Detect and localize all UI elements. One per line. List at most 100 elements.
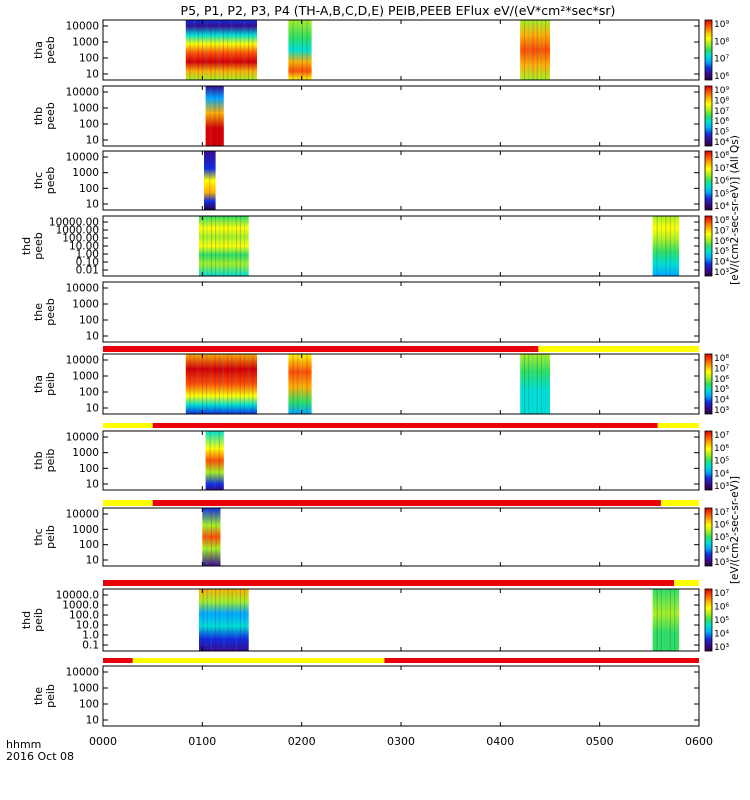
ytick-label: 10.00 [69,241,99,253]
ytick-label: 1000.00 [56,225,99,237]
panel-probe-label: the [32,687,45,705]
spectrogram-block [652,216,680,276]
colorbar-tick-label: 10⁵ [714,385,729,395]
panel-tha-peeb: 10 100 1000 10000 tha peeb [32,19,700,81]
spectrogram-block [202,508,221,566]
colorbar-tick-label: 10⁷ [714,364,729,374]
colorbar-tick-label: 10⁴ [714,469,729,479]
panel-product-label: peib [44,449,57,473]
ytick-label: 10 [86,135,99,147]
panel-probe-label: thb [32,451,45,469]
ytick-label: 10 [86,69,99,81]
spectrogram-block [204,151,216,210]
spectrogram-block [199,216,249,276]
spectrogram-block [205,86,224,146]
colorbar-tick-label: 10⁸ [714,354,729,364]
colorbar-tick-label: 10⁶ [714,375,729,385]
colorbar-tick-label: 10³ [714,643,729,653]
status-bar-segment [103,580,675,586]
colorbar-tick-label: 10⁵ [714,247,729,257]
panel-probe-label: the [32,303,45,321]
panel-product-label: peib [32,608,45,632]
xtick-label: 0500 [586,735,614,748]
ytick-label: 10 [86,199,99,211]
colorbar-tick-label: 10⁵ [714,128,729,138]
spectrogram-block [185,20,257,80]
ytick-label: 100 [79,387,99,399]
panel-frame [102,430,700,491]
ytick-label: 1000 [72,37,99,49]
spectrogram-block [652,589,680,651]
ytick-label: 1000 [72,447,99,459]
ytick-label: 100 [79,183,99,195]
ytick-label: 100 [79,463,99,475]
spectrogram-block [288,20,312,80]
panel-thb-peeb: 10 100 1000 10000 thb peeb [32,85,700,147]
xtick-label: 0100 [188,735,216,748]
xtick-label: 0400 [486,735,514,748]
spectrogram-block [520,354,550,414]
colorbar-tick-label: 10³ [714,406,729,416]
ytick-label: 10.0 [76,620,99,632]
ytick-label: 10000 [66,283,99,295]
ytick-label: 100 [79,699,99,711]
panel-product-label: peeb [44,298,57,326]
colorbar-tick-label: 10⁸ [714,96,729,106]
panel-frame [102,281,700,343]
colorbars: 10⁶10⁷10⁸10⁹10⁴10⁵10⁶10⁷10⁸10⁹10⁴10⁵10⁶1… [704,19,729,653]
ytick-label: 10 [86,715,99,727]
ytick-label: 0.1 [82,640,99,652]
colorbar-tick-label: 10⁷ [714,589,729,599]
colorbar [704,588,713,652]
ytick-label: 100.00 [62,233,99,245]
ytick-label: 100 [79,539,99,551]
ytick-label: 1000 [72,524,99,536]
ytick-label: 1.0 [82,630,99,642]
colorbar-tick-label: 10⁶ [714,72,729,82]
spectrogram-block [288,354,312,414]
figure-title: P5, P1, P2, P3, P4 (TH-A,B,C,D,E) PEIB,P… [181,3,616,18]
panel-product-label: peib [44,684,57,708]
colorbar-tick-label: 10⁹ [714,86,729,96]
status-bar-segment [674,580,699,586]
panel-thc-peib: 10 100 1000 10000 thc peib [32,507,700,567]
ytick-label: 10000 [66,21,99,33]
panel-thc-peeb: 10 100 1000 10000 thc peeb [32,150,700,211]
panel-frame [102,150,700,211]
spectrogram-block [520,20,550,80]
panel-probe-label: thc [32,172,45,189]
panel-product-label: peeb [44,167,57,195]
panel-product-label: peib [44,372,57,396]
colorbar-tick-label: 10⁵ [714,457,729,467]
colorbar-tick-label: 10⁶ [714,177,729,187]
panel-probe-label: thc [32,528,45,545]
ion-colorbar-unit-label: [eV/(cm2-sec-sr-eV)] [729,476,741,584]
xtick-label: 0300 [387,735,415,748]
ytick-label: 10 [86,479,99,491]
ytick-label: 10000 [66,355,99,367]
colorbar-tick-label: 10⁴ [714,546,729,556]
panel-product-label: peeb [44,102,57,130]
colorbar-tick-label: 10⁷ [714,508,729,518]
xtick-label: 0200 [288,735,316,748]
colorbar-tick-label: 10⁸ [714,151,729,161]
colorbar-tick-label: 10³ [714,268,729,278]
panel-probe-label: tha [32,41,45,59]
ytick-label: 100 [79,53,99,65]
panel-frame [102,665,700,727]
colorbar-tick-label: 10⁴ [714,396,729,406]
xtick-label: 0600 [685,735,713,748]
spectrogram-block [199,589,249,651]
ytick-label: 10 [86,403,99,415]
ytick-label: 1000 [72,167,99,179]
ytick-label: 10000 [66,87,99,99]
panel-probe-label: tha [32,375,45,393]
colorbar [704,215,713,277]
time-axis: 0000 0100 0200 0300 0400 0500 0600 [89,735,713,748]
colorbar-tick-label: 10⁹ [714,20,729,30]
panel-product-label: peeb [44,36,57,64]
ytick-label: 1000 [72,371,99,383]
colorbar-tick-label: 10⁸ [714,216,729,226]
colorbar-tick-label: 10⁷ [714,55,729,65]
colorbar [704,430,713,491]
